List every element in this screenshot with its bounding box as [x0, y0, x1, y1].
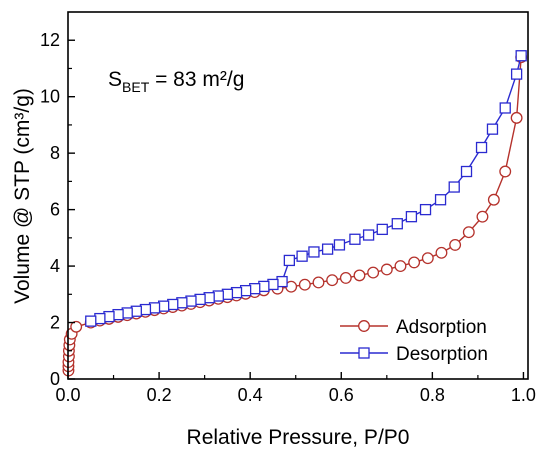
adsorption-point — [339, 271, 352, 284]
adsorption-point — [326, 274, 339, 287]
desorption-point — [391, 218, 403, 230]
legend-desorption-marker — [358, 347, 370, 359]
adsorption-point — [449, 238, 462, 251]
annotation-value: = 83 m²/g — [149, 68, 244, 91]
y-tick-label: 12 — [40, 30, 60, 50]
adsorption-point — [510, 111, 523, 124]
desorption-series — [85, 50, 527, 327]
x-tick-label: 0.8 — [420, 385, 445, 405]
x-tick-label: 0.6 — [329, 385, 354, 405]
desorption-point — [296, 250, 308, 262]
series-layer — [62, 50, 528, 377]
desorption-point — [333, 239, 346, 251]
adsorption-point — [312, 276, 325, 289]
x-tick-label: 1.0 — [511, 385, 536, 405]
adsorption-point — [421, 252, 434, 265]
desorption-point — [308, 246, 320, 258]
y-tick-label: 10 — [40, 87, 60, 107]
x-tick-label: 0.2 — [147, 385, 172, 405]
adsorption-point — [367, 266, 380, 279]
adsorption-point — [353, 269, 366, 282]
y-tick-label: 2 — [50, 313, 60, 333]
desorption-point — [321, 243, 334, 255]
adsorption-point — [487, 193, 500, 206]
adsorption-point — [408, 256, 421, 269]
legend-item-adsorption: Adsorption — [340, 317, 487, 338]
adsorption-point — [380, 263, 393, 276]
bet-annotation: SBET = 83 m²/g — [108, 68, 244, 95]
desorption-point — [85, 315, 97, 327]
annotation-subscript: BET — [122, 79, 150, 95]
desorption-point — [499, 102, 511, 114]
plot-frame — [67, 11, 529, 380]
adsorption-point — [499, 165, 512, 178]
y-tick-label: 4 — [50, 256, 60, 276]
adsorption-point — [476, 210, 489, 223]
desorption-point — [283, 254, 295, 267]
adsorption-point — [70, 320, 83, 333]
y-tick-label: 0 — [50, 369, 60, 389]
desorption-point — [376, 223, 388, 236]
axis-ticks: 0.0 0.2 0.4 0.6 0.8 1.0 0 2 4 6 8 10 12 — [40, 30, 536, 405]
legend-item-desorption: Desorption — [340, 344, 488, 365]
desorption-point — [486, 123, 499, 135]
y-tick-label: 6 — [50, 200, 60, 220]
adsorption-point — [462, 226, 475, 239]
desorption-point — [460, 165, 473, 178]
desorption-point — [475, 141, 488, 154]
y-axis-label: Volume @ STP (cm³/g) — [11, 88, 34, 304]
annotation-symbol: S — [108, 68, 122, 91]
adsorption-point — [298, 278, 311, 291]
legend-adsorption-marker — [358, 320, 370, 332]
y-tick-label: 8 — [50, 143, 60, 163]
desorption-point — [405, 211, 418, 223]
adsorption-point — [394, 260, 407, 273]
desorption-point — [434, 194, 447, 206]
legend: Adsorption Desorption — [340, 317, 488, 365]
adsorption-point — [435, 246, 448, 259]
legend-desorption-label: Desorption — [396, 344, 488, 365]
desorption-point — [515, 50, 527, 62]
desorption-point — [362, 229, 375, 241]
desorption-point — [419, 203, 432, 216]
desorption-point — [448, 181, 460, 193]
legend-adsorption-label: Adsorption — [396, 317, 487, 338]
x-tick-label: 0.4 — [238, 385, 263, 405]
desorption-point — [349, 233, 361, 245]
desorption-point — [510, 68, 523, 80]
x-axis-label: Relative Pressure, P/P0 — [187, 426, 410, 449]
x-tick-label: 0.0 — [55, 385, 80, 405]
